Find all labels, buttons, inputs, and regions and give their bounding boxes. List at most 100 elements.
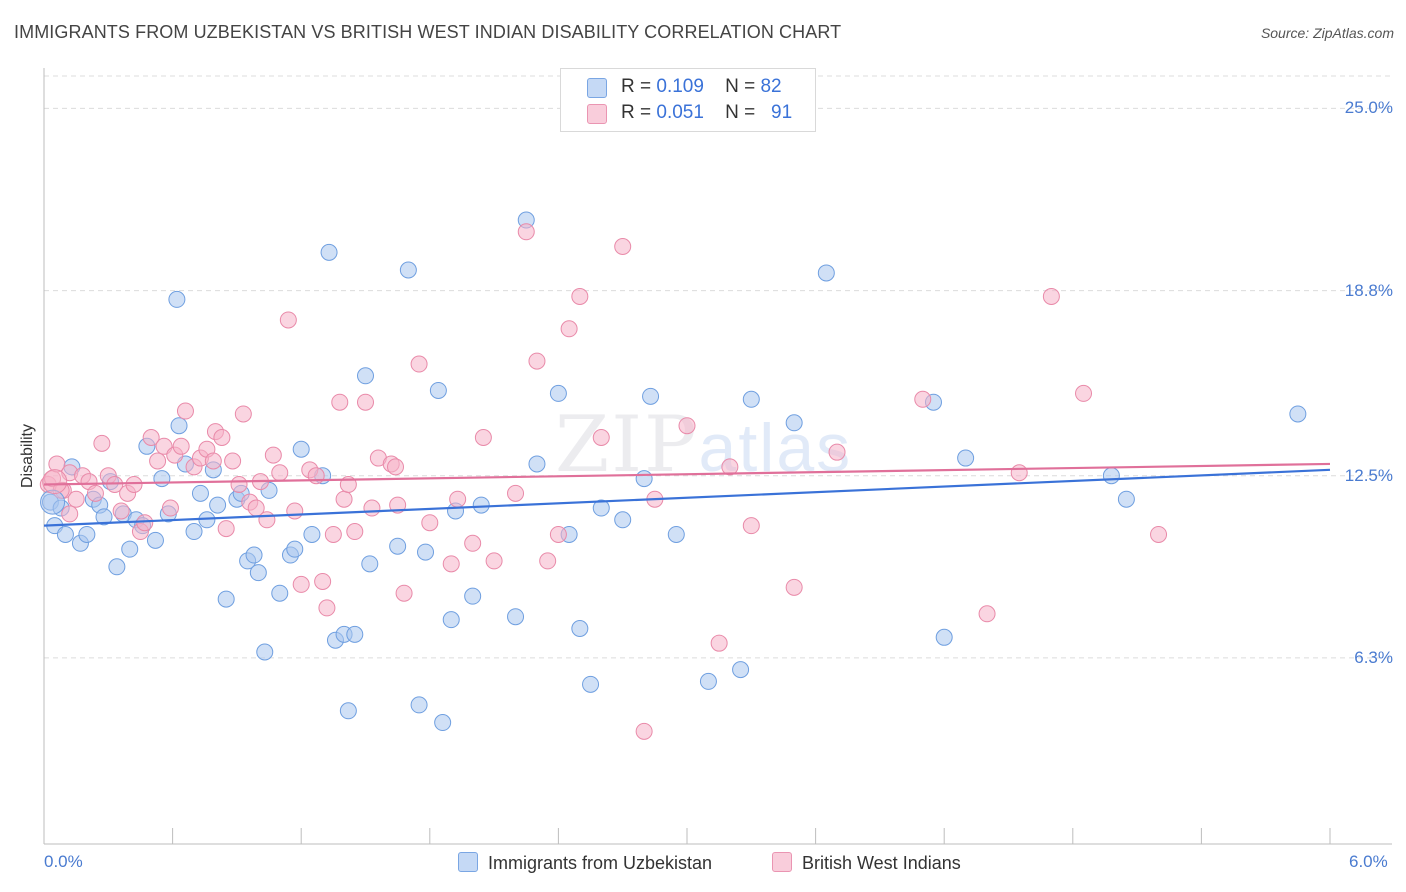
point-series0-49	[389, 537, 407, 555]
y-tick-label-3: 25.0%	[1344, 98, 1393, 118]
point-series1-31	[224, 452, 242, 470]
point-series1-30	[217, 520, 235, 538]
point-series0-65	[582, 675, 600, 693]
point-series0-58	[472, 496, 490, 514]
legend-r-value: 0.109	[656, 76, 704, 97]
point-cluster-british-west-indians	[42, 469, 68, 495]
point-series0-9	[95, 508, 113, 526]
point-series1-46	[318, 599, 336, 617]
legend-swatch-uzbekistan	[587, 78, 607, 98]
point-series0-52	[417, 543, 435, 561]
point-series1-62	[449, 490, 467, 508]
point-series0-51	[410, 696, 428, 714]
point-series0-11	[108, 558, 126, 576]
point-series0-57	[464, 587, 482, 605]
point-series1-41	[286, 502, 304, 520]
point-series1-22	[172, 437, 190, 455]
point-series1-29	[213, 428, 231, 446]
point-series1-48	[331, 393, 349, 411]
legend-r-label: R =	[621, 76, 652, 97]
y-tick-label-0: 6.3%	[1354, 647, 1393, 667]
point-series0-45	[339, 702, 357, 720]
point-series0-34	[256, 643, 274, 661]
point-series1-40	[279, 311, 297, 329]
point-series1-75	[635, 722, 653, 740]
point-series1-84	[978, 605, 996, 623]
point-series1-60	[421, 514, 439, 532]
point-series0-72	[732, 661, 750, 679]
point-series0-73	[742, 390, 760, 408]
legend-n-label: N =	[725, 102, 756, 123]
point-series0-20	[168, 290, 186, 308]
point-series1-65	[485, 552, 503, 570]
point-series0-71	[699, 672, 717, 690]
trend-line-series1	[43, 462, 1331, 486]
point-series1-18	[149, 452, 167, 470]
point-series1-68	[528, 352, 546, 370]
point-series1-9	[93, 434, 111, 452]
point-series1-82	[828, 443, 846, 461]
point-series1-74	[614, 237, 632, 255]
point-series0-78	[957, 449, 975, 467]
point-series0-62	[549, 384, 567, 402]
point-series1-8	[86, 484, 104, 502]
point-series0-54	[434, 714, 452, 732]
legend-n-label: N =	[725, 76, 756, 97]
point-series1-83	[914, 390, 932, 408]
y-axis-label: Disability	[19, 423, 36, 489]
point-series1-33	[234, 405, 252, 423]
bottom-legend-swatch-british-west-indians	[772, 852, 792, 872]
point-series1-39	[271, 464, 289, 482]
point-series1-67	[517, 223, 535, 241]
legend: R = 0.109 N = 82 R = 0.051 N = 91	[560, 68, 816, 132]
point-series0-67	[614, 511, 632, 529]
point-series1-12	[112, 502, 130, 520]
point-series0-46	[346, 625, 364, 643]
point-series1-86	[1042, 287, 1060, 305]
point-series0-50	[399, 261, 417, 279]
point-series1-32	[230, 476, 248, 494]
legend-text-uzbekistan: R = 0.109 N = 82	[621, 76, 782, 98]
point-series0-80	[1117, 490, 1135, 508]
point-series1-47	[324, 525, 342, 543]
point-series0-42	[320, 243, 338, 261]
legend-swatch-british-west-indians	[587, 104, 607, 124]
point-series1-16	[136, 514, 154, 532]
legend-r-label: R =	[621, 102, 652, 123]
bottom-legend-label-uzbekistan: Immigrants from Uzbekistan	[488, 853, 713, 873]
point-series1-80	[742, 517, 760, 535]
point-series1-85	[1010, 464, 1028, 482]
point-series1-70	[549, 525, 567, 543]
point-series0-69	[642, 387, 660, 405]
point-series1-27	[204, 452, 222, 470]
legend-n-value: 82	[760, 76, 782, 97]
point-series0-79	[1102, 467, 1120, 485]
legend-n-value: 91	[771, 102, 793, 123]
point-series0-32	[245, 546, 263, 564]
point-series0-48	[361, 555, 379, 573]
point-series0-6	[78, 525, 96, 543]
x-tick-label-max: 6.0%	[1349, 852, 1388, 871]
point-series0-13	[121, 540, 139, 558]
point-series1-23	[176, 402, 194, 420]
point-series0-59	[507, 608, 525, 626]
chart-title: IMMIGRANTS FROM UZBEKISTAN VS BRITISH WE…	[14, 22, 842, 42]
point-series0-23	[185, 523, 203, 541]
point-series1-72	[571, 287, 589, 305]
point-series0-75	[817, 264, 835, 282]
trend-line-series0	[43, 468, 1331, 527]
point-series0-74	[785, 414, 803, 432]
point-series1-66	[507, 484, 525, 502]
point-series0-81	[1289, 405, 1307, 423]
point-series1-51	[346, 523, 364, 541]
point-series1-79	[721, 458, 739, 476]
x-tick-label-min: 0.0%	[44, 852, 83, 871]
point-series0-64	[571, 619, 589, 637]
point-series1-56	[387, 458, 405, 476]
point-series0-17	[146, 531, 164, 549]
point-series0-40	[303, 525, 321, 543]
point-series0-24	[191, 484, 209, 502]
point-series0-39	[292, 440, 310, 458]
point-series1-49	[335, 490, 353, 508]
